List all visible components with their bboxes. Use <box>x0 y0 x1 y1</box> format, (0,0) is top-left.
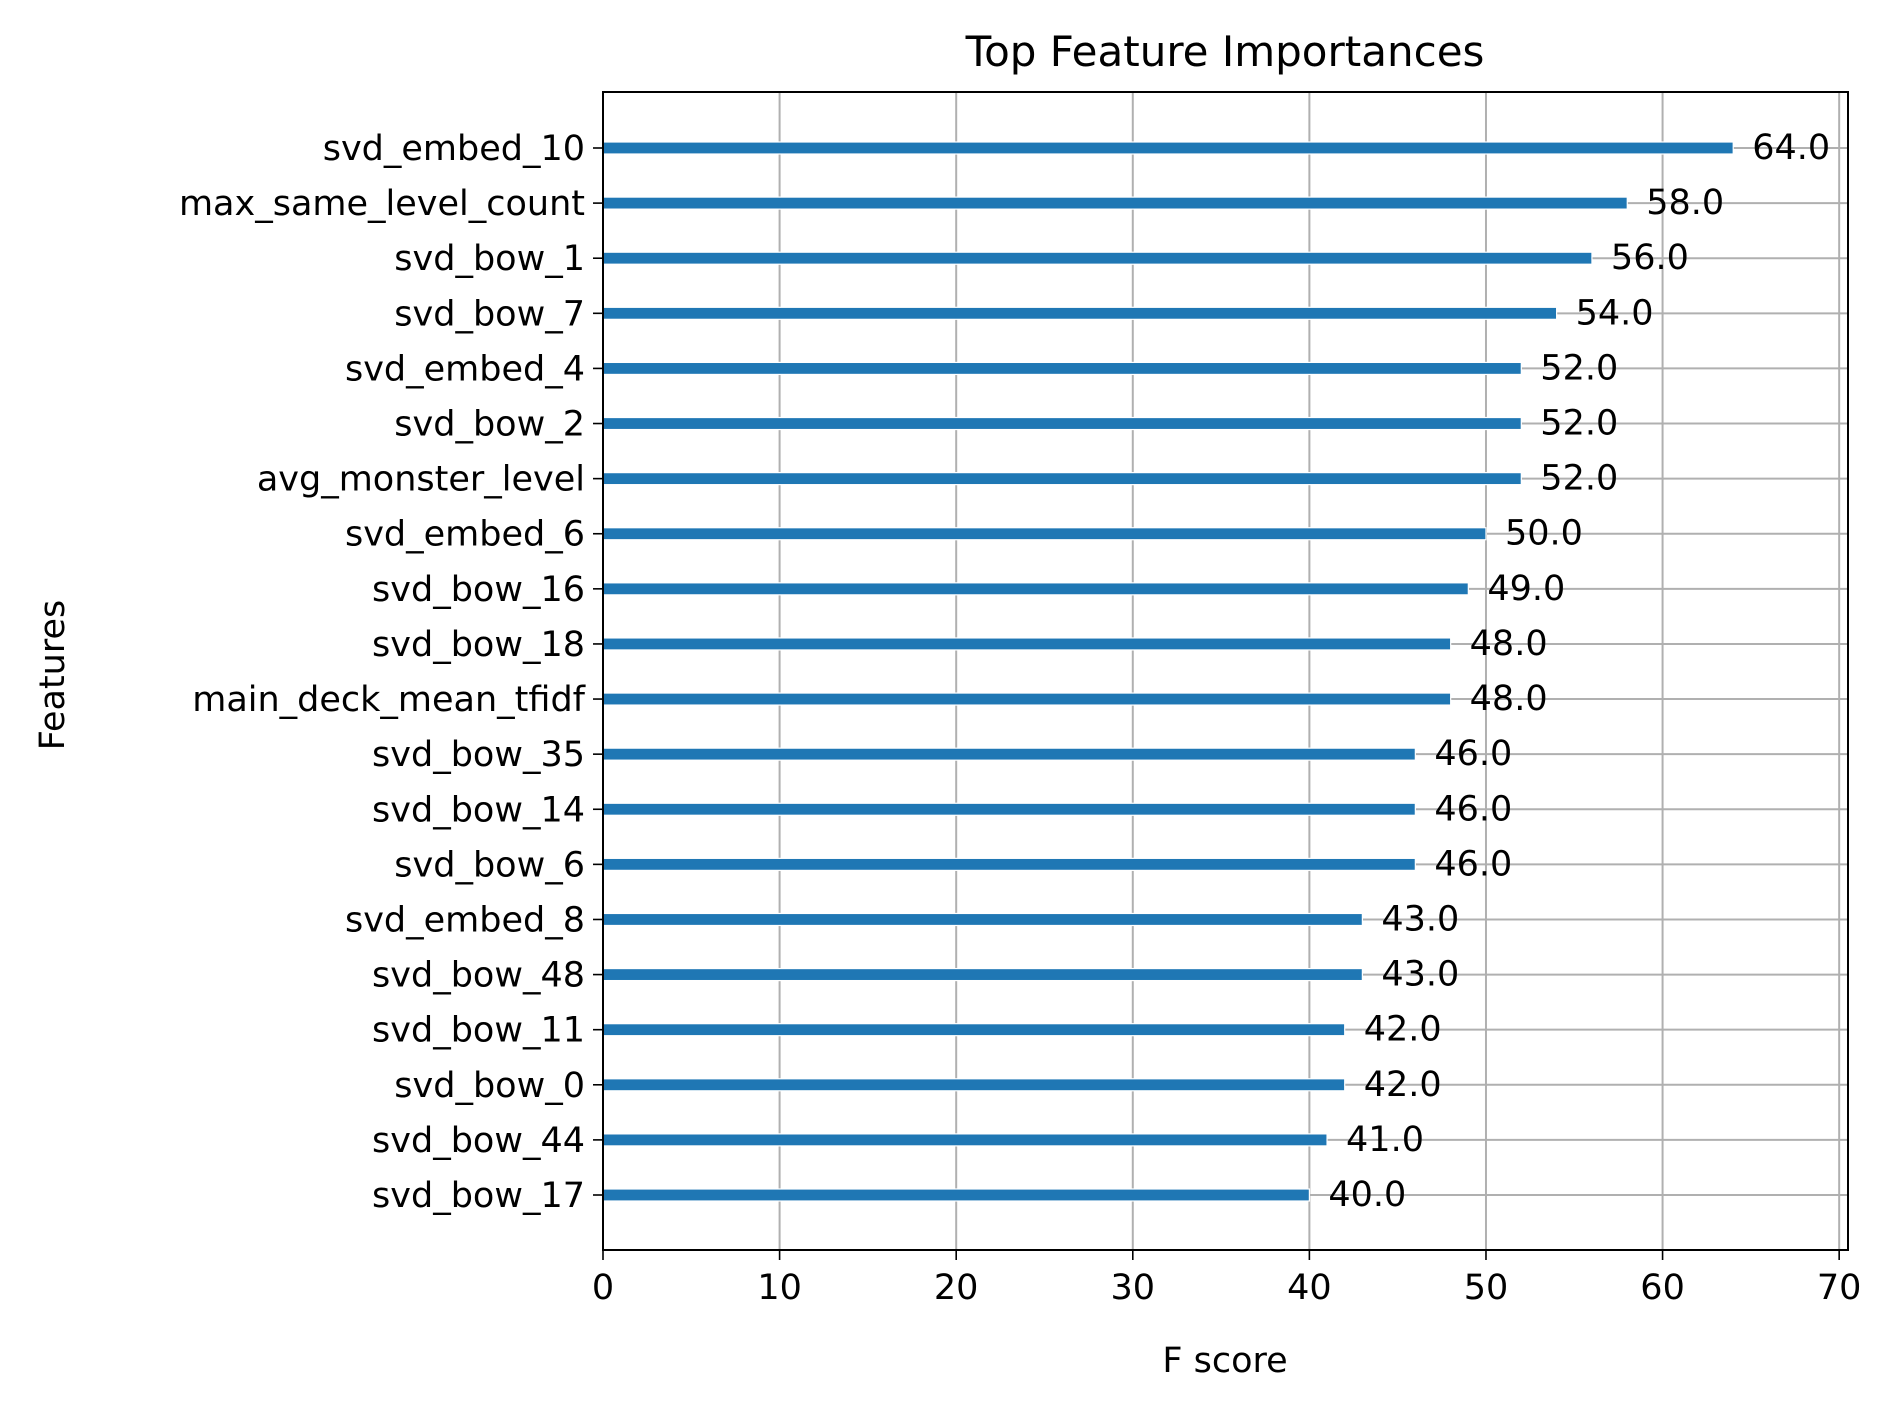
y-tick-label: svd_embed_6 <box>345 515 585 555</box>
plot-frame <box>602 91 1849 1251</box>
y-tick-label: svd_bow_1 <box>394 239 585 279</box>
bar-svd-embed-6 <box>602 527 1487 541</box>
data-label: 49.0 <box>1487 569 1565 609</box>
y-tick-label: svd_bow_6 <box>394 845 585 885</box>
y-tick-label: svd_embed_10 <box>323 129 585 169</box>
data-label: 48.0 <box>1470 679 1548 719</box>
bar-svd-bow-16 <box>602 582 1469 596</box>
bar-svd-embed-10 <box>602 141 1734 155</box>
y-tick-label: svd_bow_14 <box>372 790 585 830</box>
y-tick-label: svd_bow_18 <box>372 625 585 665</box>
data-label: 42.0 <box>1364 1065 1442 1105</box>
data-label: 40.0 <box>1328 1175 1406 1215</box>
y-tick-label: svd_bow_11 <box>372 1011 585 1051</box>
y-tick-label: svd_bow_2 <box>394 405 585 445</box>
bar-svd-bow-6 <box>602 857 1416 871</box>
bar-avg-monster-level <box>602 472 1522 486</box>
data-label: 41.0 <box>1346 1120 1424 1160</box>
bar-svd-bow-18 <box>602 637 1452 651</box>
y-axis-ticks: svd_embed_10 max_same_level_count svd_bow_… <box>179 129 603 1216</box>
y-tick-label: svd_bow_48 <box>372 956 585 996</box>
data-label: 56.0 <box>1611 238 1689 278</box>
bar-svd-embed-4 <box>602 361 1522 376</box>
y-tick-label: svd_bow_16 <box>372 570 585 610</box>
y-tick-label: svd_bow_35 <box>372 735 585 775</box>
data-labels: 64.0 58.0 56.0 54.0 52.0 52.0 52.0 50.0 49.0 48.0… <box>1328 128 1830 1215</box>
bar-svd-bow-14 <box>602 802 1416 816</box>
x-axis-ticks: 0 10 20 30 40 50 60 70 <box>592 1250 1862 1308</box>
x-tick-label: 60 <box>1640 1268 1685 1308</box>
y-tick-label: svd_bow_44 <box>372 1121 585 1161</box>
data-label: 43.0 <box>1381 955 1459 995</box>
x-tick-label: 0 <box>592 1268 614 1308</box>
bar-svd-bow-1 <box>602 251 1593 265</box>
x-axis-label: F score <box>1162 1341 1287 1381</box>
y-tick-label: max_same_level_count <box>179 184 585 224</box>
data-label: 54.0 <box>1576 293 1654 333</box>
data-label: 46.0 <box>1434 734 1512 774</box>
y-tick-label: svd_bow_7 <box>394 294 585 334</box>
bar-svd-bow-17 <box>602 1188 1310 1202</box>
data-label: 52.0 <box>1540 348 1618 388</box>
data-label: 42.0 <box>1364 1010 1442 1050</box>
data-label: 46.0 <box>1434 844 1512 884</box>
data-label: 64.0 <box>1752 128 1830 168</box>
y-tick-label: svd_embed_4 <box>345 349 585 389</box>
chart-title: Top Feature Importances <box>965 27 1485 76</box>
bar-max-same-level-count <box>602 196 1628 210</box>
bar-main-deck-mean-tfidf <box>602 692 1452 706</box>
data-label: 50.0 <box>1505 514 1583 554</box>
y-axis-label: Features <box>33 600 73 751</box>
bar-svd-bow-2 <box>602 416 1522 431</box>
data-label: 46.0 <box>1434 789 1512 829</box>
bar-svd-bow-0 <box>602 1078 1346 1092</box>
y-tick-label: svd_embed_8 <box>345 900 585 940</box>
bar-svd-embed-8 <box>602 912 1363 927</box>
data-label: 52.0 <box>1540 459 1618 499</box>
bar-svd-bow-44 <box>602 1133 1328 1147</box>
bar-svd-bow-35 <box>602 747 1416 761</box>
x-tick-label: 70 <box>1817 1268 1862 1308</box>
data-label: 48.0 <box>1470 624 1548 664</box>
x-tick-label: 30 <box>1111 1268 1156 1308</box>
x-tick-label: 10 <box>757 1268 802 1308</box>
y-tick-label: svd_bow_17 <box>372 1176 585 1216</box>
x-tick-label: 40 <box>1287 1268 1332 1308</box>
data-label: 43.0 <box>1381 899 1459 939</box>
y-tick-label: svd_bow_0 <box>394 1066 585 1106</box>
bar-svd-bow-7 <box>602 306 1558 320</box>
y-tick-label: avg_monster_level <box>257 460 585 500</box>
y-tick-label: main_deck_mean_tfidf <box>192 680 585 720</box>
x-tick-label: 50 <box>1464 1268 1509 1308</box>
x-tick-label: 20 <box>934 1268 979 1308</box>
bar-svd-bow-11 <box>602 1023 1346 1037</box>
data-label: 58.0 <box>1646 183 1724 223</box>
data-label: 52.0 <box>1540 404 1618 444</box>
bar-svd-bow-48 <box>602 967 1363 982</box>
